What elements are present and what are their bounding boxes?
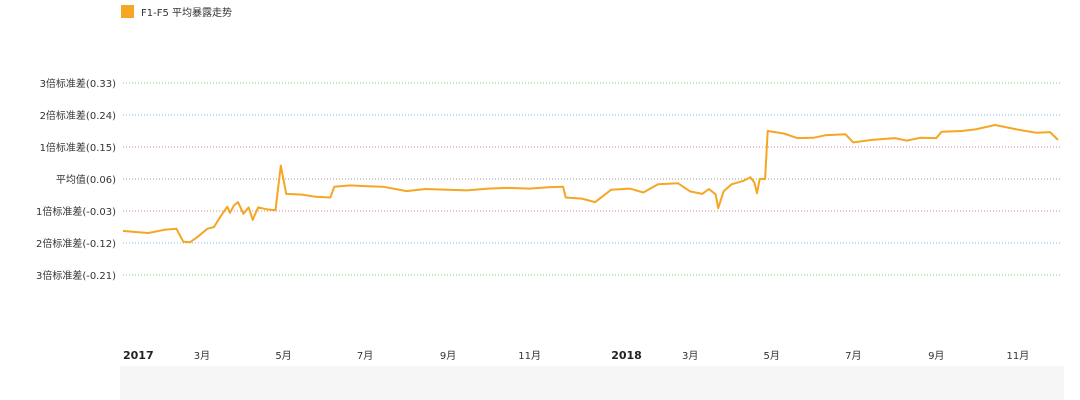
x-axis-tick-label: 9月: [928, 350, 944, 362]
x-axis-tick-label: 2018: [611, 349, 642, 362]
range-navigator[interactable]: [120, 366, 1064, 400]
y-axis-labels: 3倍标准差(0.33) 2倍标准差(0.24) 1倍标准差(0.15) 平均值(0.0…: [36, 77, 116, 282]
y-axis-label: 3倍标准差(0.33): [40, 77, 117, 90]
legend[interactable]: F1-F5 平均暴露走势: [121, 5, 232, 19]
x-axis-tick-label: 11月: [518, 350, 541, 362]
y-axis-label: 2倍标准差(0.24): [40, 109, 117, 122]
x-axis-tick-label: 7月: [845, 350, 861, 362]
x-axis-tick-label: 5月: [275, 350, 291, 362]
y-axis-label: 平均值(0.06): [56, 173, 116, 186]
y-axis-label: 3倍标准差(-0.21): [36, 269, 116, 282]
legend-label: F1-F5 平均暴露走势: [141, 6, 232, 19]
y-axis-label: 1倍标准差(0.15): [40, 141, 117, 154]
x-axis-tick-label: 11月: [1006, 350, 1029, 362]
x-axis-tick-label: 3月: [682, 350, 698, 362]
x-axis-tick-label: 9月: [440, 350, 456, 362]
y-axis-label: 1倍标准差(-0.03): [36, 205, 116, 218]
reference-lines: [123, 82, 1062, 276]
x-axis-tick-label: 2017: [123, 349, 154, 362]
series-line[interactable]: [122, 124, 1059, 244]
x-axis-tick-label: 7月: [357, 350, 373, 362]
y-axis-label: 2倍标准差(-0.12): [36, 237, 116, 250]
x-axis-labels: 2017 3月 5月 7月 9月 11月 2018 3月 5月 7月 9月 11月: [123, 349, 1029, 362]
x-axis-tick-label: 5月: [764, 350, 780, 362]
x-axis-tick-label: 3月: [194, 350, 210, 362]
legend-swatch: [121, 5, 134, 18]
